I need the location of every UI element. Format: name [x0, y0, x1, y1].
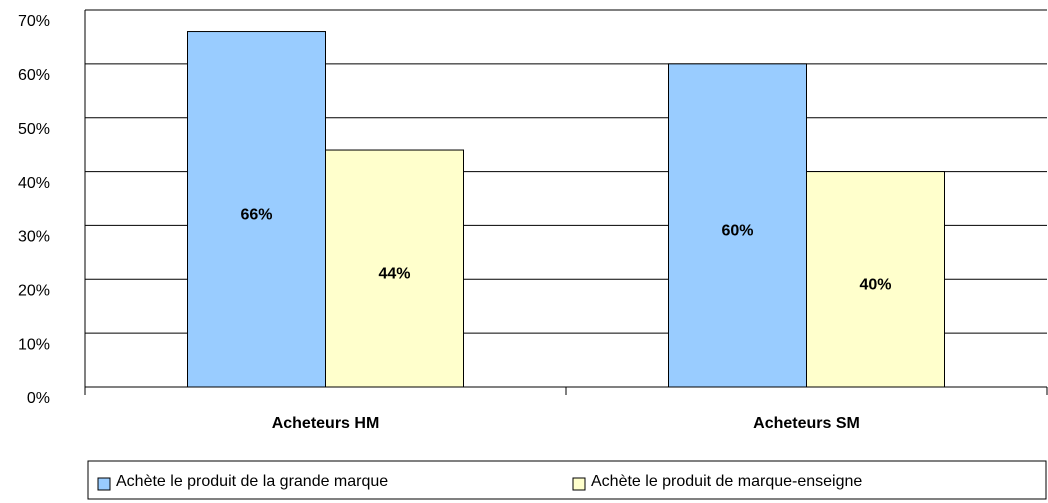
y-tick-label: 30% — [18, 229, 50, 246]
data-label: 60% — [721, 223, 753, 240]
y-tick-label: 40% — [18, 175, 50, 192]
x-tick-label: Acheteurs SM — [753, 415, 860, 432]
legend-label: Achète le produit de la grande marque — [116, 473, 388, 490]
legend-box — [87, 460, 1047, 500]
data-label: 66% — [240, 206, 272, 223]
y-tick-label: 20% — [18, 283, 50, 300]
bar — [668, 63, 807, 388]
bar — [325, 149, 464, 388]
y-tick-label: 70% — [18, 13, 50, 30]
y-tick-label: 0% — [27, 390, 50, 407]
y-tick-label: 50% — [18, 121, 50, 138]
y-tick-label: 10% — [18, 336, 50, 353]
legend-swatch — [572, 477, 586, 491]
legend-swatch — [97, 477, 111, 491]
legend-label: Achète le produit de marque-enseigne — [591, 473, 862, 490]
x-tick-label: Acheteurs HM — [272, 415, 380, 432]
bar — [806, 171, 945, 388]
bar — [187, 31, 326, 388]
y-tick-label: 60% — [18, 67, 50, 84]
data-label: 40% — [859, 277, 891, 294]
data-label: 44% — [378, 266, 410, 283]
